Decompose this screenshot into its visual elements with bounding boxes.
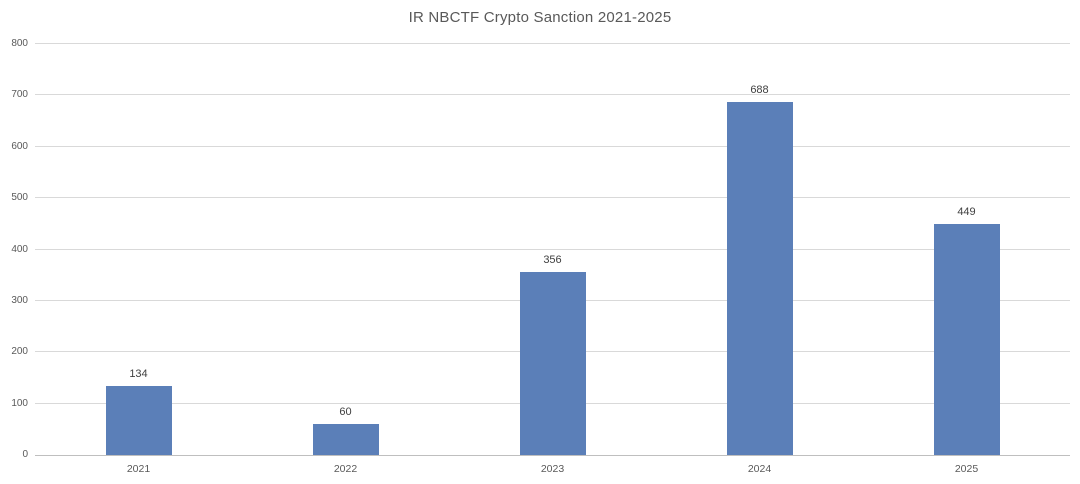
bar — [726, 101, 793, 455]
y-tick-label: 500 — [11, 192, 28, 204]
plot-area: 134 60 356 688 449 — [35, 43, 1070, 456]
gridline — [35, 197, 1070, 198]
x-axis-line — [35, 455, 1070, 456]
gridline — [35, 94, 1070, 95]
y-tick-label: 800 — [11, 38, 28, 49]
bar — [312, 424, 379, 455]
x-tick-label: 2024 — [747, 463, 772, 475]
bar-value-label: 356 — [543, 254, 562, 267]
y-axis-tick-labels: 0 100 200 300 400 500 600 700 800 — [0, 39, 28, 460]
bar-value-label: 449 — [957, 206, 976, 219]
x-tick-label: 2023 — [540, 463, 565, 475]
x-axis-tick-labels: 2021 2022 2023 2024 2025 — [35, 461, 1070, 477]
x-tick-label: 2021 — [126, 463, 151, 475]
gridline — [35, 249, 1070, 250]
y-tick-label: 100 — [11, 397, 28, 409]
y-tick-label: 300 — [11, 294, 28, 306]
y-tick-label: 400 — [11, 243, 28, 255]
y-tick-label: 700 — [11, 89, 28, 101]
bar-value-label: 60 — [339, 406, 352, 419]
gridline — [35, 43, 1070, 44]
y-tick-label: 0 — [22, 449, 28, 460]
bar — [519, 272, 586, 455]
bar-value-label: 688 — [750, 83, 769, 96]
x-tick-label: 2022 — [333, 463, 358, 475]
gridline — [35, 146, 1070, 147]
bar-value-label: 134 — [129, 368, 148, 381]
bar — [105, 386, 172, 455]
x-tick-label: 2025 — [954, 463, 979, 475]
bar — [933, 224, 1000, 455]
y-tick-label: 200 — [11, 346, 28, 358]
y-tick-label: 600 — [11, 140, 28, 152]
chart-title: IR NBCTF Crypto Sanction 2021-2025 — [408, 9, 672, 26]
